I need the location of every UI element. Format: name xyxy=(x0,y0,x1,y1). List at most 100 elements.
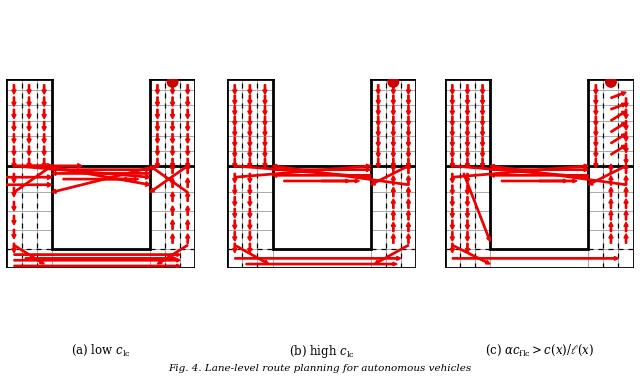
FancyArrow shape xyxy=(490,168,588,172)
FancyArrow shape xyxy=(273,164,408,185)
FancyArrow shape xyxy=(233,116,237,126)
FancyArrow shape xyxy=(391,164,396,173)
FancyArrow shape xyxy=(248,127,252,136)
FancyArrow shape xyxy=(27,121,31,131)
FancyArrow shape xyxy=(186,178,189,187)
FancyArrow shape xyxy=(248,231,252,241)
FancyArrow shape xyxy=(248,148,252,157)
FancyArrow shape xyxy=(451,220,454,230)
FancyArrow shape xyxy=(376,127,380,136)
FancyArrow shape xyxy=(391,95,396,105)
FancyArrow shape xyxy=(233,106,237,115)
FancyArrow shape xyxy=(540,179,577,183)
FancyArrow shape xyxy=(248,95,252,105)
FancyArrow shape xyxy=(406,234,410,243)
Circle shape xyxy=(167,77,178,87)
FancyArrow shape xyxy=(451,95,454,105)
FancyArrow shape xyxy=(63,178,129,181)
FancyArrow shape xyxy=(12,158,16,168)
FancyArrow shape xyxy=(233,137,237,147)
FancyArrow shape xyxy=(451,127,454,136)
FancyArrow shape xyxy=(233,158,237,168)
FancyArrow shape xyxy=(170,146,175,155)
FancyArrow shape xyxy=(12,201,16,211)
FancyArrow shape xyxy=(170,178,175,187)
FancyArrow shape xyxy=(465,243,470,253)
FancyArrow shape xyxy=(156,146,159,155)
FancyArrow shape xyxy=(624,98,628,107)
FancyArrow shape xyxy=(465,85,470,94)
FancyArrow shape xyxy=(624,187,628,197)
FancyArrow shape xyxy=(263,106,267,115)
FancyArrow shape xyxy=(451,173,454,183)
FancyArrow shape xyxy=(611,103,626,110)
FancyArrow shape xyxy=(52,165,157,193)
FancyArrow shape xyxy=(451,137,454,147)
FancyArrow shape xyxy=(609,187,613,197)
FancyArrow shape xyxy=(624,164,628,173)
FancyArrow shape xyxy=(406,210,410,220)
FancyArrow shape xyxy=(101,178,138,181)
FancyArrow shape xyxy=(42,134,46,143)
FancyArrow shape xyxy=(42,97,46,106)
FancyArrow shape xyxy=(14,264,180,268)
FancyArrow shape xyxy=(391,210,396,220)
FancyArrow shape xyxy=(452,256,618,260)
FancyArrow shape xyxy=(156,121,159,131)
FancyArrow shape xyxy=(12,173,16,183)
FancyArrow shape xyxy=(376,116,380,126)
FancyArrow shape xyxy=(248,137,252,147)
FancyArrow shape xyxy=(233,185,237,195)
FancyArrow shape xyxy=(611,134,626,144)
FancyArrow shape xyxy=(594,106,598,115)
FancyArrow shape xyxy=(233,173,237,183)
FancyArrow shape xyxy=(376,85,380,94)
FancyArrow shape xyxy=(12,109,16,119)
FancyArrow shape xyxy=(44,165,150,186)
FancyArrow shape xyxy=(248,158,252,168)
FancyArrow shape xyxy=(263,148,267,157)
FancyArrow shape xyxy=(235,256,401,260)
FancyArrow shape xyxy=(273,173,371,177)
FancyArrow shape xyxy=(52,168,150,172)
FancyArrow shape xyxy=(406,137,410,147)
FancyArrow shape xyxy=(170,97,175,106)
FancyArrow shape xyxy=(463,173,490,241)
FancyArrow shape xyxy=(248,85,252,94)
FancyArrow shape xyxy=(406,199,410,208)
FancyArrow shape xyxy=(624,176,628,185)
FancyArrow shape xyxy=(233,127,237,136)
FancyArrow shape xyxy=(186,85,189,94)
FancyArrow shape xyxy=(14,165,150,179)
FancyArrow shape xyxy=(52,172,150,175)
FancyArrow shape xyxy=(451,106,454,115)
FancyArrow shape xyxy=(27,158,31,168)
FancyArrow shape xyxy=(465,106,470,115)
FancyArrow shape xyxy=(391,234,396,243)
Text: (c) $\alpha c_{\mathrm{flc}} > c(x)/\ell(x)$: (c) $\alpha c_{\mathrm{flc}} > c(x)/\ell… xyxy=(484,343,594,358)
Text: (b) high $c_{\mathrm{lc}}$: (b) high $c_{\mathrm{lc}}$ xyxy=(289,343,355,360)
FancyArrow shape xyxy=(186,121,189,131)
FancyArrow shape xyxy=(186,164,189,173)
FancyArrow shape xyxy=(263,95,267,105)
FancyArrow shape xyxy=(170,109,175,119)
FancyArrow shape xyxy=(490,164,626,185)
FancyArrow shape xyxy=(186,192,189,201)
FancyArrow shape xyxy=(233,197,237,206)
FancyArrow shape xyxy=(235,165,371,179)
FancyArrow shape xyxy=(42,121,46,131)
FancyArrow shape xyxy=(391,106,396,115)
FancyArrow shape xyxy=(452,245,490,264)
FancyArrow shape xyxy=(451,158,454,168)
FancyArrow shape xyxy=(465,185,470,195)
FancyArrow shape xyxy=(248,208,252,218)
FancyArrow shape xyxy=(609,176,613,185)
FancyArrow shape xyxy=(186,158,189,168)
FancyArrow shape xyxy=(186,134,189,143)
FancyArrow shape xyxy=(42,85,46,94)
FancyArrow shape xyxy=(452,165,588,179)
FancyArrow shape xyxy=(246,262,397,266)
FancyArrow shape xyxy=(391,148,396,157)
FancyArrow shape xyxy=(481,137,484,147)
FancyArrow shape xyxy=(406,127,410,136)
